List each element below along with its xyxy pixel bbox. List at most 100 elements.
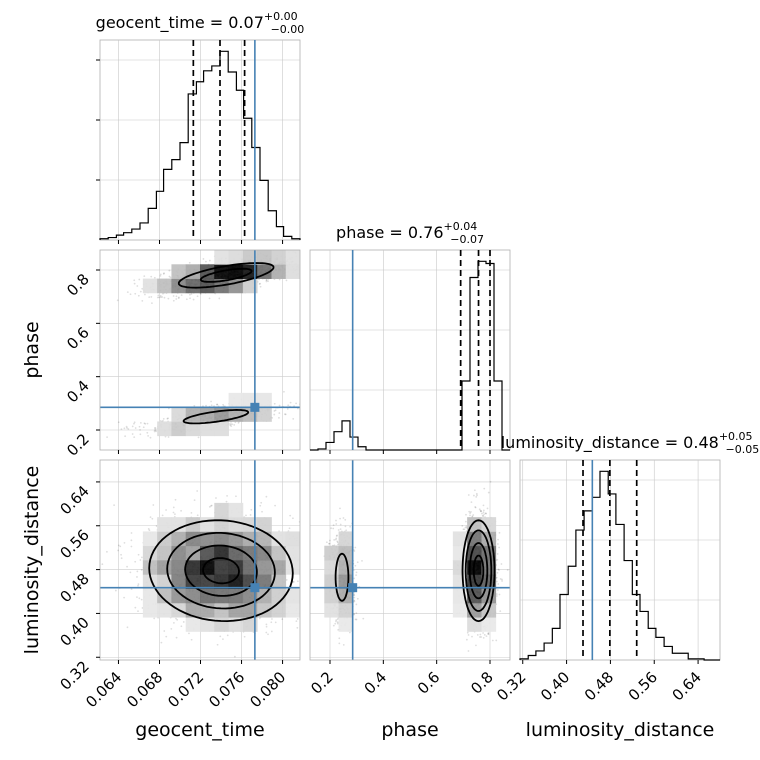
sample-point xyxy=(265,495,268,498)
sample-point xyxy=(259,504,262,507)
sample-point xyxy=(307,251,309,253)
sample-point xyxy=(320,262,322,264)
sample-point xyxy=(151,517,154,520)
sample-point xyxy=(153,429,156,432)
sample-point xyxy=(138,425,141,428)
sample-point xyxy=(165,635,168,638)
sample-point xyxy=(170,627,173,630)
sample-point xyxy=(304,592,306,594)
sample-point xyxy=(157,294,160,297)
sample-point xyxy=(159,274,162,277)
sample-point xyxy=(265,631,268,634)
sample-point xyxy=(265,279,268,281)
sample-point xyxy=(169,276,172,279)
sample-point xyxy=(161,296,164,298)
sample-point xyxy=(315,570,317,572)
sample-point xyxy=(274,621,277,624)
density-cell xyxy=(185,421,201,437)
density-cell xyxy=(157,421,172,437)
sample-point xyxy=(302,548,304,550)
hist-title: geocent_time = 0.07+0.00 −0.00 xyxy=(96,10,305,36)
sample-point xyxy=(139,433,142,436)
sample-point xyxy=(304,566,306,568)
sample-point xyxy=(147,434,150,437)
sample-point xyxy=(265,280,268,283)
title-text: luminosity_distance = 0.48 xyxy=(501,433,719,453)
sample-point xyxy=(258,283,261,285)
sample-point xyxy=(219,635,222,638)
sample-point xyxy=(301,530,303,532)
sample-point xyxy=(146,422,149,425)
density-cell xyxy=(228,392,244,408)
sample-point xyxy=(314,585,316,587)
sample-point xyxy=(283,390,285,393)
sample-point xyxy=(274,504,276,507)
sample-point xyxy=(153,617,156,620)
contour-line xyxy=(199,267,253,283)
sample-point xyxy=(301,592,303,594)
sample-point xyxy=(261,510,263,513)
sample-point xyxy=(143,422,146,425)
sample-point xyxy=(225,500,228,503)
panel-plot-area xyxy=(100,250,322,450)
title-text: phase = 0.76 xyxy=(336,223,443,242)
sample-point xyxy=(140,569,143,571)
sample-point xyxy=(243,635,246,638)
sample-point xyxy=(158,296,161,299)
sample-point xyxy=(274,409,277,412)
sample-point xyxy=(106,436,108,439)
sample-point xyxy=(185,298,188,301)
density-cell xyxy=(257,407,272,422)
sample-point xyxy=(307,565,309,567)
sample-point xyxy=(146,431,149,434)
sample-point xyxy=(140,598,143,601)
sample-point xyxy=(137,553,140,556)
sample-point xyxy=(222,403,224,406)
sample-point xyxy=(117,549,120,552)
sample-point xyxy=(113,504,116,507)
sample-point xyxy=(106,550,108,553)
sample-point xyxy=(151,302,153,305)
sample-point xyxy=(130,545,133,548)
sample-point xyxy=(289,401,292,404)
panel-geocent_time-vs-luminosity_distance xyxy=(96,459,317,664)
sample-point xyxy=(216,403,218,406)
sample-point xyxy=(273,410,276,412)
sample-point xyxy=(131,433,134,435)
sample-point xyxy=(197,436,200,439)
sample-point xyxy=(216,643,219,646)
sample-point xyxy=(134,427,137,429)
contour-line xyxy=(182,408,250,425)
title-text: geocent_time = 0.07 xyxy=(96,13,264,33)
title-minus: −0.07 xyxy=(450,233,484,246)
title-minus: −0.05 xyxy=(726,443,760,456)
sample-point xyxy=(208,505,211,508)
density-cell xyxy=(171,421,187,437)
sample-point xyxy=(312,596,314,598)
sample-point xyxy=(163,630,166,632)
sample-point xyxy=(180,294,183,297)
sample-point xyxy=(155,430,157,433)
sample-point xyxy=(130,532,133,534)
sample-point xyxy=(154,429,157,431)
sample-point xyxy=(189,293,191,296)
hist-step-line xyxy=(310,260,510,451)
sample-point xyxy=(302,582,304,584)
sample-point xyxy=(301,255,303,257)
sample-point xyxy=(133,421,136,424)
sample-point xyxy=(315,257,317,259)
sample-point xyxy=(101,563,104,566)
sample-point xyxy=(229,423,232,425)
sample-point xyxy=(149,516,152,519)
sample-point xyxy=(175,298,178,300)
sample-point xyxy=(175,636,178,639)
sample-point xyxy=(125,425,128,428)
sample-point xyxy=(150,275,153,278)
sample-point xyxy=(139,428,141,431)
sample-point xyxy=(303,522,305,524)
sample-point xyxy=(265,279,268,281)
sample-point xyxy=(188,261,191,264)
panel-plot-area xyxy=(100,460,317,660)
density-cell xyxy=(242,278,258,294)
